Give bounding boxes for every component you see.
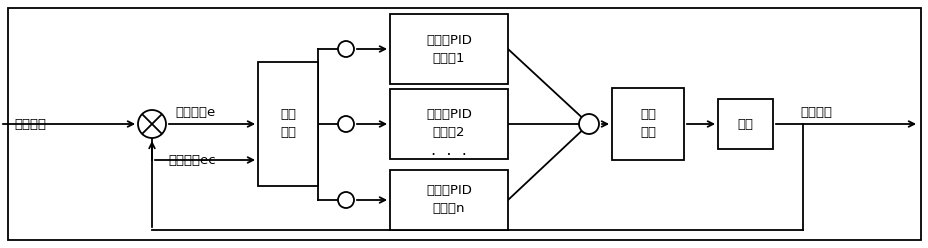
Text: 速度偏差e: 速度偏差e xyxy=(174,105,215,119)
Text: 速度环PID
控制器n: 速度环PID 控制器n xyxy=(426,185,471,216)
Bar xyxy=(390,14,508,84)
Text: 速度环PID
控制器2: 速度环PID 控制器2 xyxy=(426,109,471,139)
Bar xyxy=(717,99,772,149)
Bar xyxy=(258,62,317,186)
Bar xyxy=(612,88,683,160)
Text: ·  ·  ·: · · · xyxy=(431,148,467,162)
Text: 输入转速: 输入转速 xyxy=(14,118,46,130)
Text: 速度偏差ec: 速度偏差ec xyxy=(168,154,215,166)
Circle shape xyxy=(138,110,166,138)
Bar xyxy=(390,170,508,230)
Bar xyxy=(390,89,508,159)
Circle shape xyxy=(338,116,354,132)
Text: 分段
选择: 分段 选择 xyxy=(279,109,296,139)
Text: 电流
调节: 电流 调节 xyxy=(639,109,655,139)
Text: 速度环PID
控制器1: 速度环PID 控制器1 xyxy=(426,33,471,64)
Text: 电机: 电机 xyxy=(737,118,753,130)
Circle shape xyxy=(338,192,354,208)
Text: 输出转速: 输出转速 xyxy=(799,105,831,119)
Circle shape xyxy=(338,41,354,57)
Circle shape xyxy=(578,114,599,134)
